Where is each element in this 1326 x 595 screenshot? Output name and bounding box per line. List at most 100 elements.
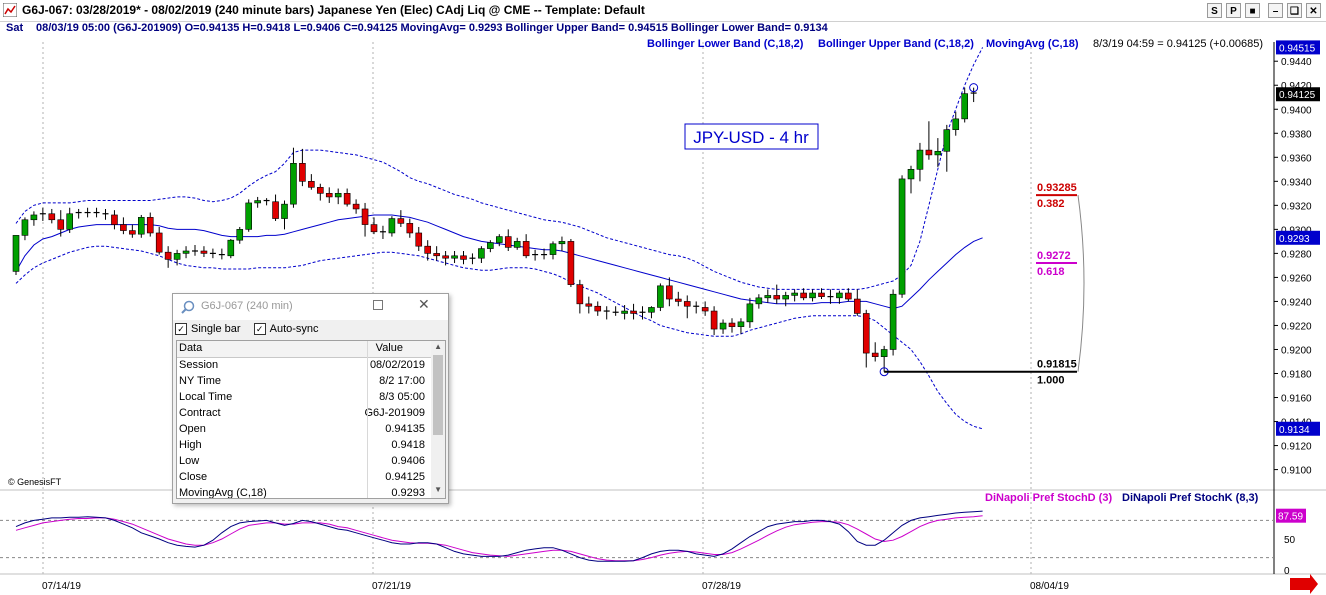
candle	[764, 289, 772, 303]
candle-body	[406, 223, 414, 234]
minimize-button[interactable]: –	[1268, 3, 1283, 18]
row-key: Session	[179, 359, 219, 371]
candle	[290, 147, 297, 208]
fib-ratio-label: 0.382	[1037, 198, 1065, 210]
stoch-legend-k: DiNapoli Pref StochK (8,3)	[1122, 492, 1259, 504]
candle-body	[513, 241, 521, 248]
candle-body	[558, 241, 566, 245]
price-tag	[1276, 421, 1320, 436]
square-button[interactable]: ■	[1245, 3, 1260, 18]
candle-body	[21, 219, 29, 236]
data-table-scrollbar[interactable]: ▲ ▼	[431, 341, 445, 498]
candle	[155, 226, 163, 255]
candle	[836, 290, 843, 304]
magnifier-icon	[181, 300, 195, 314]
stoch-tag-label: 87.59	[1278, 512, 1303, 523]
candle-body	[245, 202, 252, 230]
data-window-title: G6J-067 (240 min)	[201, 300, 293, 312]
close-button[interactable]: ✕	[1306, 3, 1321, 18]
candle	[245, 199, 252, 232]
candle	[567, 238, 575, 288]
candle-body	[30, 214, 38, 221]
candle-body	[120, 224, 127, 231]
bollinger-lower-line	[15, 245, 983, 430]
candle-body	[880, 349, 888, 357]
candle	[674, 291, 682, 307]
legend-bollinger-upper: Bollinger Upper Band (C,18,2)	[818, 38, 974, 50]
candle-body	[746, 303, 754, 323]
last-bar-label: 8/3/19 04:59 = 0.94125 (+0.00685)	[1093, 38, 1263, 50]
candle-body	[361, 208, 369, 225]
info-day: Sat	[6, 22, 24, 34]
stoch-tick-label: 0	[1284, 566, 1290, 577]
y-tick-label: 0.9160	[1281, 394, 1312, 405]
row-key: Low	[179, 455, 200, 467]
row-value: 0.94135	[385, 423, 425, 435]
close-icon[interactable]: ✕	[418, 296, 430, 312]
candle	[719, 319, 727, 334]
candle-body	[666, 285, 673, 300]
p-button[interactable]: P	[1226, 3, 1241, 18]
candle	[388, 216, 396, 237]
swing-high-marker	[969, 83, 979, 93]
price-chart[interactable]: 0.93285 0.382 0.9272 0.618 0.91815 1.000 0.94…	[0, 37, 1326, 595]
row-key: Close	[179, 471, 208, 483]
scroll-down-icon[interactable]: ▼	[434, 485, 442, 494]
candle	[970, 87, 977, 103]
candle-body	[862, 313, 870, 354]
candle-body	[934, 150, 942, 156]
data-table-row: Low 0.9406	[177, 454, 433, 470]
row-key: MovingAvg (C,18)	[179, 487, 267, 499]
fib-price-label: 0.91815	[1037, 359, 1077, 371]
candle-body	[504, 236, 512, 248]
candle	[755, 294, 763, 309]
candle	[263, 198, 270, 206]
price-tag-label: 0.9293	[1279, 234, 1310, 245]
candle	[925, 121, 933, 160]
data-table: Data Value Session 08/02/2019 NY Time 8/2 1…	[176, 340, 446, 499]
bollinger-upper-line	[15, 47, 984, 290]
scroll-up-icon[interactable]: ▲	[434, 342, 442, 351]
stoch-tag	[1276, 508, 1306, 523]
candle-body	[111, 214, 118, 225]
single-bar-checkbox[interactable]: ✓	[175, 323, 187, 336]
col-data-header: Data	[179, 342, 203, 354]
candle-body	[182, 250, 190, 254]
price-tag-label: 0.94515	[1279, 43, 1316, 54]
candle	[209, 248, 216, 259]
candle	[943, 124, 951, 172]
data-window[interactable]: G6J-067 (240 min) ✕ ✓ Single bar ✓ Auto-sy…	[172, 293, 449, 504]
s-button[interactable]: S	[1207, 3, 1222, 18]
y-tick-label: 0.9340	[1281, 177, 1312, 188]
auto-sync-checkbox[interactable]: ✓	[253, 323, 266, 336]
candle	[952, 111, 960, 136]
candle-body	[334, 193, 342, 198]
candle	[334, 188, 342, 205]
candle-body	[898, 178, 906, 295]
data-table-row: Session 08/02/2019	[177, 358, 433, 374]
maximize-icon[interactable]	[373, 300, 383, 310]
candle	[84, 207, 91, 218]
candle-body	[316, 187, 324, 194]
data-window-header[interactable]: G6J-067 (240 min) ✕	[173, 294, 448, 320]
y-tick-label: 0.9380	[1281, 129, 1312, 140]
y-tick-label: 0.9220	[1281, 321, 1312, 332]
scroll-thumb[interactable]	[433, 355, 443, 435]
candle	[791, 289, 798, 302]
restore-button[interactable]: ❏	[1287, 3, 1302, 18]
scroll-right-arrow-icon[interactable]	[1290, 574, 1318, 594]
auto-sync-label: Auto-sync	[269, 323, 319, 336]
candle-body	[308, 181, 315, 188]
candle	[75, 208, 82, 219]
fib-price-label: 0.93285	[1037, 182, 1077, 194]
candle	[173, 249, 181, 266]
candle	[657, 283, 664, 312]
candle-body	[433, 253, 440, 257]
candle-body	[254, 200, 261, 204]
column-divider	[367, 341, 368, 498]
candle-body	[388, 218, 396, 234]
candle	[639, 306, 646, 320]
chart-title-box	[684, 123, 819, 150]
candle	[845, 288, 852, 302]
candle	[308, 174, 315, 190]
